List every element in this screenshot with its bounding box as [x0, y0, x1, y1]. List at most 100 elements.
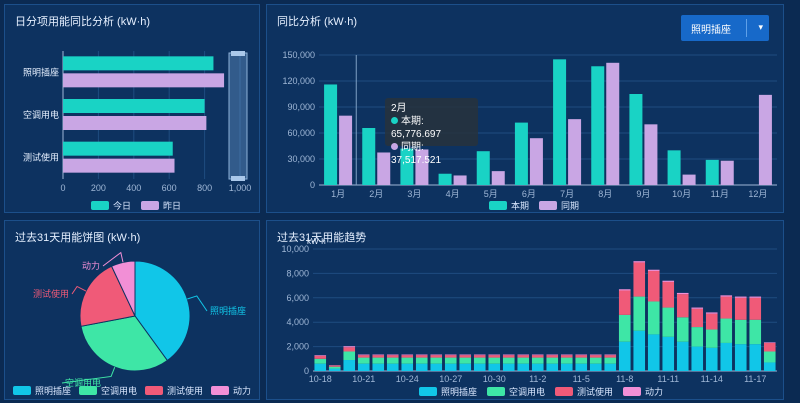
bar-previous [339, 115, 353, 185]
bar-segment-lighting [444, 363, 457, 371]
bar-segment-lighting [488, 363, 501, 371]
bar-segment-ac [763, 351, 776, 363]
bar-previous [568, 119, 582, 185]
bar-segment-power [386, 354, 399, 356]
bar-segment-ac [705, 329, 718, 348]
bar-segment-lighting [502, 363, 515, 371]
bar-segment-test [589, 355, 602, 358]
panel-title: 同比分析 (kW·h) [277, 16, 358, 28]
bar-previous [758, 94, 772, 185]
legend-item[interactable]: 同期 [539, 199, 579, 212]
y-axis-unit: kW·h [307, 237, 326, 246]
bar-segment-ac [734, 319, 747, 345]
x-tick-label: 11-17 [744, 374, 766, 384]
zoom-slider-track [228, 52, 248, 180]
y-tick-label: 120,000 [282, 76, 315, 86]
y-tick-label: 2,000 [286, 342, 309, 352]
bar-segment-test [517, 355, 530, 358]
legend-item[interactable]: 照明插座 [13, 384, 71, 397]
y-tick-label: 6,000 [286, 293, 309, 303]
y-category-label: 空调用电 [23, 109, 59, 120]
x-tick-label: 10-18 [309, 374, 332, 384]
y-category-label: 照明插座 [23, 66, 59, 77]
bar-segment-lighting [618, 341, 631, 371]
bar-segment-test [444, 355, 457, 358]
legend-label: 动力 [233, 386, 252, 396]
bar-segment-test [314, 355, 327, 359]
x-tick-label: 10月 [672, 189, 691, 199]
bar-segment-power [662, 280, 675, 282]
legend-label: 动力 [645, 387, 664, 397]
legend-item[interactable]: 照明插座 [419, 385, 477, 398]
legend-label: 本期 [511, 201, 530, 211]
x-tick-label: 9月 [636, 189, 650, 199]
bar-segment-lighting [343, 360, 356, 371]
bar-segment-test [459, 355, 472, 358]
bar-segment-power [633, 261, 646, 263]
x-tick-label: 10-27 [439, 374, 462, 384]
legend-label: 测试使用 [167, 386, 204, 396]
x-tick-label: 600 [162, 183, 177, 193]
bar-segment-ac [430, 357, 443, 364]
chart-trend: kW·h 0 2,000 4,000 6,000 8,000 10,000 10-18 10-2… [281, 237, 777, 384]
bar-segment-ac [502, 357, 515, 364]
x-tick-label: 10-21 [352, 374, 375, 384]
legend-item[interactable]: 本期 [489, 199, 529, 212]
legend-item[interactable]: 动力 [623, 385, 663, 398]
bar-previous [606, 62, 620, 185]
bar-segment-lighting [546, 363, 559, 371]
bar-segment-power [575, 354, 588, 356]
y-tick-label: 150,000 [282, 50, 315, 60]
bar-segment-ac [386, 357, 399, 364]
bar-segment-test [372, 355, 385, 358]
bar-segment-lighting [662, 336, 675, 371]
zoom-handle-bottom [231, 176, 245, 181]
zoom-handle-top [231, 51, 245, 56]
bar-yesterday [63, 116, 207, 130]
legend-item[interactable]: 测试使用 [555, 385, 613, 398]
bar-segment-power [604, 354, 617, 356]
bar-segment-ac [618, 314, 631, 342]
bar-yesterday [63, 158, 175, 173]
bar-segment-lighting [763, 362, 776, 371]
legend-item[interactable]: 昨日 [141, 199, 181, 212]
bar-segment-ac [575, 357, 588, 364]
category-select-value: 照明插座 [691, 24, 731, 36]
bar-segment-lighting [749, 344, 762, 371]
bar-segment-ac [633, 296, 646, 331]
bar-segment-ac [343, 351, 356, 361]
legend-item[interactable]: 测试使用 [145, 384, 203, 397]
pie-label: 动力 [82, 260, 100, 271]
bar-segment-test [662, 281, 675, 308]
bar-segment-lighting [531, 363, 544, 371]
bar-segment-power [314, 355, 327, 356]
x-tick-label: 1,000 [229, 183, 252, 193]
x-tick-label: 1月 [331, 189, 345, 199]
category-select[interactable]: 照明插座 ▾ [681, 15, 769, 41]
bar-segment-test [763, 342, 776, 352]
legend-item[interactable]: 今日 [91, 199, 131, 212]
pie-label: 空调用电 [65, 377, 101, 388]
bar-segment-test [343, 347, 356, 352]
bar-today [63, 141, 173, 156]
bar-segment-ac [488, 357, 501, 364]
bar-swatch-icon [555, 387, 574, 396]
legend: 照明插座 空调用电 测试使用 动力 [419, 385, 663, 398]
bar-segment-test [531, 355, 544, 358]
chevron-down-icon: ▾ [758, 22, 763, 32]
bar-swatch-icon [487, 387, 506, 396]
x-tick-label: 11-5 [573, 374, 590, 384]
bar-segment-ac [676, 317, 689, 342]
tooltip-line: 本期: 65,776.697 [391, 116, 442, 140]
bar-segment-test [386, 355, 399, 358]
bar-segment-test [328, 365, 341, 367]
bar-segment-ac [401, 357, 414, 364]
legend-item[interactable]: 空调用电 [79, 384, 137, 397]
bar-segment-lighting [328, 368, 341, 371]
bar-segment-test [705, 313, 718, 330]
bar-swatch-icon [91, 201, 109, 210]
pie-label-line [187, 295, 208, 312]
bar-previous [415, 149, 429, 185]
legend-item[interactable]: 空调用电 [487, 385, 545, 398]
legend-item[interactable]: 动力 [211, 384, 251, 397]
